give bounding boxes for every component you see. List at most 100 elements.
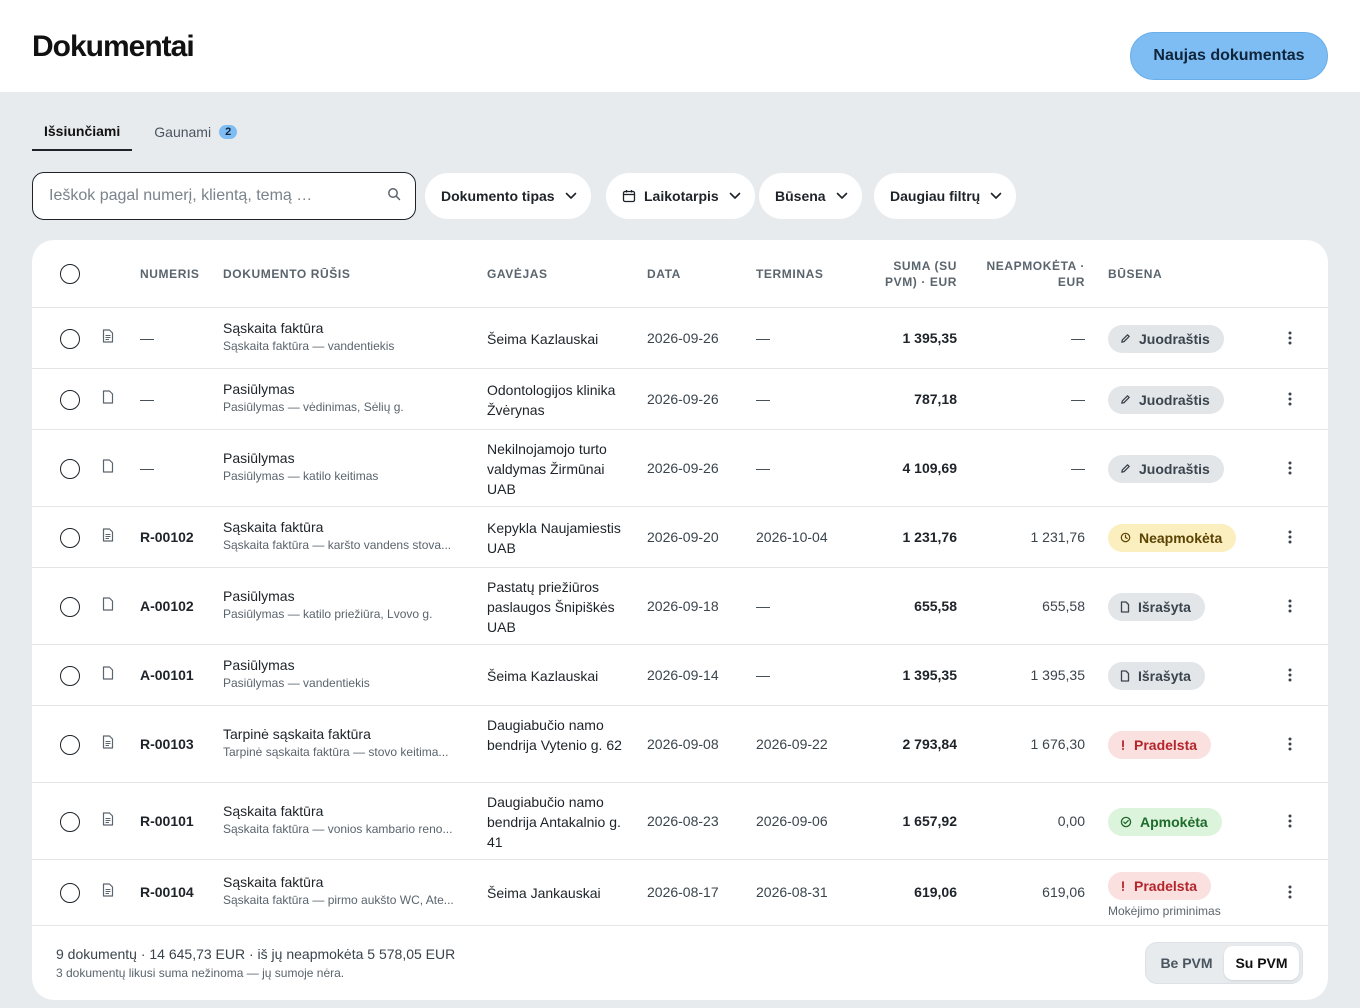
unpaid-amount: 655,58 xyxy=(1042,597,1085,614)
table-row[interactable]: R-00103 Tarpinė sąskaita faktūra Tarpinė s… xyxy=(32,706,1328,783)
table-row[interactable]: — Pasiūlymas Pasiūlymas — katilo keitimas N… xyxy=(32,430,1328,507)
document-number: R-00104 xyxy=(140,884,194,900)
sum-with-vat: 787,18 xyxy=(914,390,957,407)
table-row[interactable]: — Pasiūlymas Pasiūlymas — vėdinimas, Sėlių… xyxy=(32,369,1328,430)
status-cell: Pradelsta Mokėjimo priminimas xyxy=(1108,872,1221,918)
due-date: — xyxy=(756,390,770,407)
column-status[interactable]: BŪSENA xyxy=(1108,267,1163,281)
status-badge: Juodraštis xyxy=(1108,385,1224,414)
pencil-icon xyxy=(1120,333,1131,344)
column-recipient[interactable]: GAVĖJAS xyxy=(487,267,548,281)
tab-incoming-count-badge: 2 xyxy=(219,124,238,139)
column-sum[interactable]: SUMA (SU PVM) · EUR xyxy=(885,259,957,289)
row-checkbox[interactable] xyxy=(60,665,80,686)
filter-period[interactable]: Laikotarpis xyxy=(606,173,755,219)
row-checkbox[interactable] xyxy=(60,328,80,349)
more-actions-icon[interactable] xyxy=(1282,529,1298,550)
tab-incoming-label: Gaunami xyxy=(154,123,212,140)
select-all-checkbox[interactable] xyxy=(60,264,80,284)
filter-more-label: Daugiau filtrų xyxy=(890,188,981,204)
vat-on-option[interactable]: Su PVM xyxy=(1224,946,1299,980)
row-checkbox[interactable] xyxy=(60,811,80,832)
document-number: — xyxy=(140,329,154,346)
unpaid-amount: 619,06 xyxy=(1042,884,1085,900)
document-kind: Tarpinė sąskaita faktūra Tarpinė sąskaita… xyxy=(223,726,467,759)
table-row[interactable]: R-00102 Sąskaita faktūra Sąskaita faktūra … xyxy=(32,507,1328,568)
more-actions-icon[interactable] xyxy=(1282,813,1298,834)
vat-toggle[interactable]: Be PVM Su PVM xyxy=(1145,942,1303,984)
row-checkbox[interactable] xyxy=(60,883,80,903)
document-kind: Sąskaita faktūra Sąskaita faktūra — vande… xyxy=(223,320,467,353)
tab-outgoing[interactable]: Išsiunčiami xyxy=(32,112,133,151)
column-term[interactable]: TERMINAS xyxy=(756,267,824,281)
table-row[interactable]: A-00101 Pasiūlymas Pasiūlymas — vandentiek… xyxy=(32,645,1328,706)
filter-document-type[interactable]: Dokumento tipas xyxy=(425,173,591,219)
document-date: 2026-09-26 xyxy=(647,459,719,476)
row-checkbox[interactable] xyxy=(60,596,80,617)
filter-status[interactable]: Būsena xyxy=(759,173,862,219)
document-description: Sąskaita faktūra — vonios kambario reno.… xyxy=(223,821,453,836)
chevron-down-icon xyxy=(729,192,741,200)
search-box[interactable] xyxy=(32,172,416,220)
table-row[interactable]: — Sąskaita faktūra Sąskaita faktūra — vand… xyxy=(32,308,1328,369)
unpaid-amount: — xyxy=(1071,390,1085,407)
new-document-button[interactable]: Naujas dokumentas xyxy=(1130,32,1328,80)
document-kind: Sąskaita faktūra Sąskaita faktūra — pirmo… xyxy=(223,874,467,907)
documents-table-card: NUMERIS DOKUMENTO RŪŠIS GAVĖJAS DATA TER… xyxy=(32,240,1328,1000)
row-checkbox[interactable] xyxy=(60,734,80,755)
more-actions-icon[interactable] xyxy=(1282,460,1298,481)
document-kind: Pasiūlymas Pasiūlymas — vandentiekis xyxy=(223,657,467,690)
more-actions-icon[interactable] xyxy=(1282,330,1298,351)
recipient: Daugiabučio namo bendrija Antakalnio g. … xyxy=(487,793,621,850)
row-checkbox[interactable] xyxy=(60,458,80,479)
status-cell: Išrašyta xyxy=(1108,661,1205,690)
more-actions-icon[interactable] xyxy=(1282,598,1298,619)
totals-summary: 9 dokumentų · 14 645,73 EUR · iš jų neap… xyxy=(56,946,456,962)
filter-period-label: Laikotarpis xyxy=(644,188,719,204)
exclamation-icon xyxy=(1120,880,1126,892)
recipient: Daugiabučio namo bendrija Vytenio g. 62 xyxy=(487,716,622,753)
search-icon[interactable] xyxy=(387,187,401,206)
sum-with-vat: 2 793,84 xyxy=(902,735,958,752)
status-badge: Išrašyta xyxy=(1108,592,1205,621)
sum-with-vat: 1 657,92 xyxy=(902,812,958,829)
vat-off-option[interactable]: Be PVM xyxy=(1160,955,1213,971)
document-type: Sąskaita faktūra xyxy=(223,518,324,535)
document-kind: Sąskaita faktūra Sąskaita faktūra — vonio… xyxy=(223,803,467,836)
more-actions-icon[interactable] xyxy=(1282,667,1298,688)
document-date: 2026-08-17 xyxy=(647,884,719,900)
column-unpaid[interactable]: NEAPMOKĖTA · EUR xyxy=(986,259,1085,289)
table-row[interactable]: R-00101 Sąskaita faktūra Sąskaita faktūra … xyxy=(32,783,1328,860)
document-description: Sąskaita faktūra — pirmo aukšto WC, Ate.… xyxy=(223,893,454,907)
page-title: Dokumentai xyxy=(32,30,195,63)
filter-more[interactable]: Daugiau filtrų xyxy=(874,173,1017,219)
due-date: — xyxy=(756,666,770,683)
table-header: NUMERIS DOKUMENTO RŪŠIS GAVĖJAS DATA TER… xyxy=(32,240,1328,308)
tab-incoming[interactable]: Gaunami 2 xyxy=(142,112,249,151)
unpaid-amount: 1 676,30 xyxy=(1030,735,1086,752)
status-cell: Apmokėta xyxy=(1108,807,1222,836)
document-icon xyxy=(102,458,114,478)
payment-reminder-note: Mokėjimo priminimas xyxy=(1108,904,1221,918)
table-row[interactable]: A-00102 Pasiūlymas Pasiūlymas — katilo pri… xyxy=(32,568,1328,645)
column-kind[interactable]: DOKUMENTO RŪŠIS xyxy=(223,267,351,281)
due-date: 2026-08-31 xyxy=(756,884,828,900)
table-row[interactable]: R-00104 Sąskaita faktūra Sąskaita faktūra … xyxy=(32,860,1328,926)
more-actions-icon[interactable] xyxy=(1282,391,1298,412)
document-type: Sąskaita faktūra xyxy=(223,319,324,336)
document-description: Tarpinė sąskaita faktūra — stovo keitima… xyxy=(223,744,449,759)
more-actions-icon[interactable] xyxy=(1282,736,1298,757)
more-actions-icon[interactable] xyxy=(1282,884,1298,905)
column-date[interactable]: DATA xyxy=(647,267,681,281)
document-number: — xyxy=(140,459,154,476)
row-checkbox[interactable] xyxy=(60,389,80,410)
search-input[interactable] xyxy=(49,187,387,205)
document-number: R-00102 xyxy=(140,528,194,545)
recipient: Kepykla Naujamiestis UAB xyxy=(487,519,621,556)
row-checkbox[interactable] xyxy=(60,527,80,548)
document-description: Sąskaita faktūra — vandentiekis xyxy=(223,338,395,353)
column-number[interactable]: NUMERIS xyxy=(140,267,200,281)
tab-bar: Išsiunčiami Gaunami 2 xyxy=(32,112,259,152)
document-number: A-00102 xyxy=(140,597,194,614)
calendar-icon xyxy=(622,189,636,203)
